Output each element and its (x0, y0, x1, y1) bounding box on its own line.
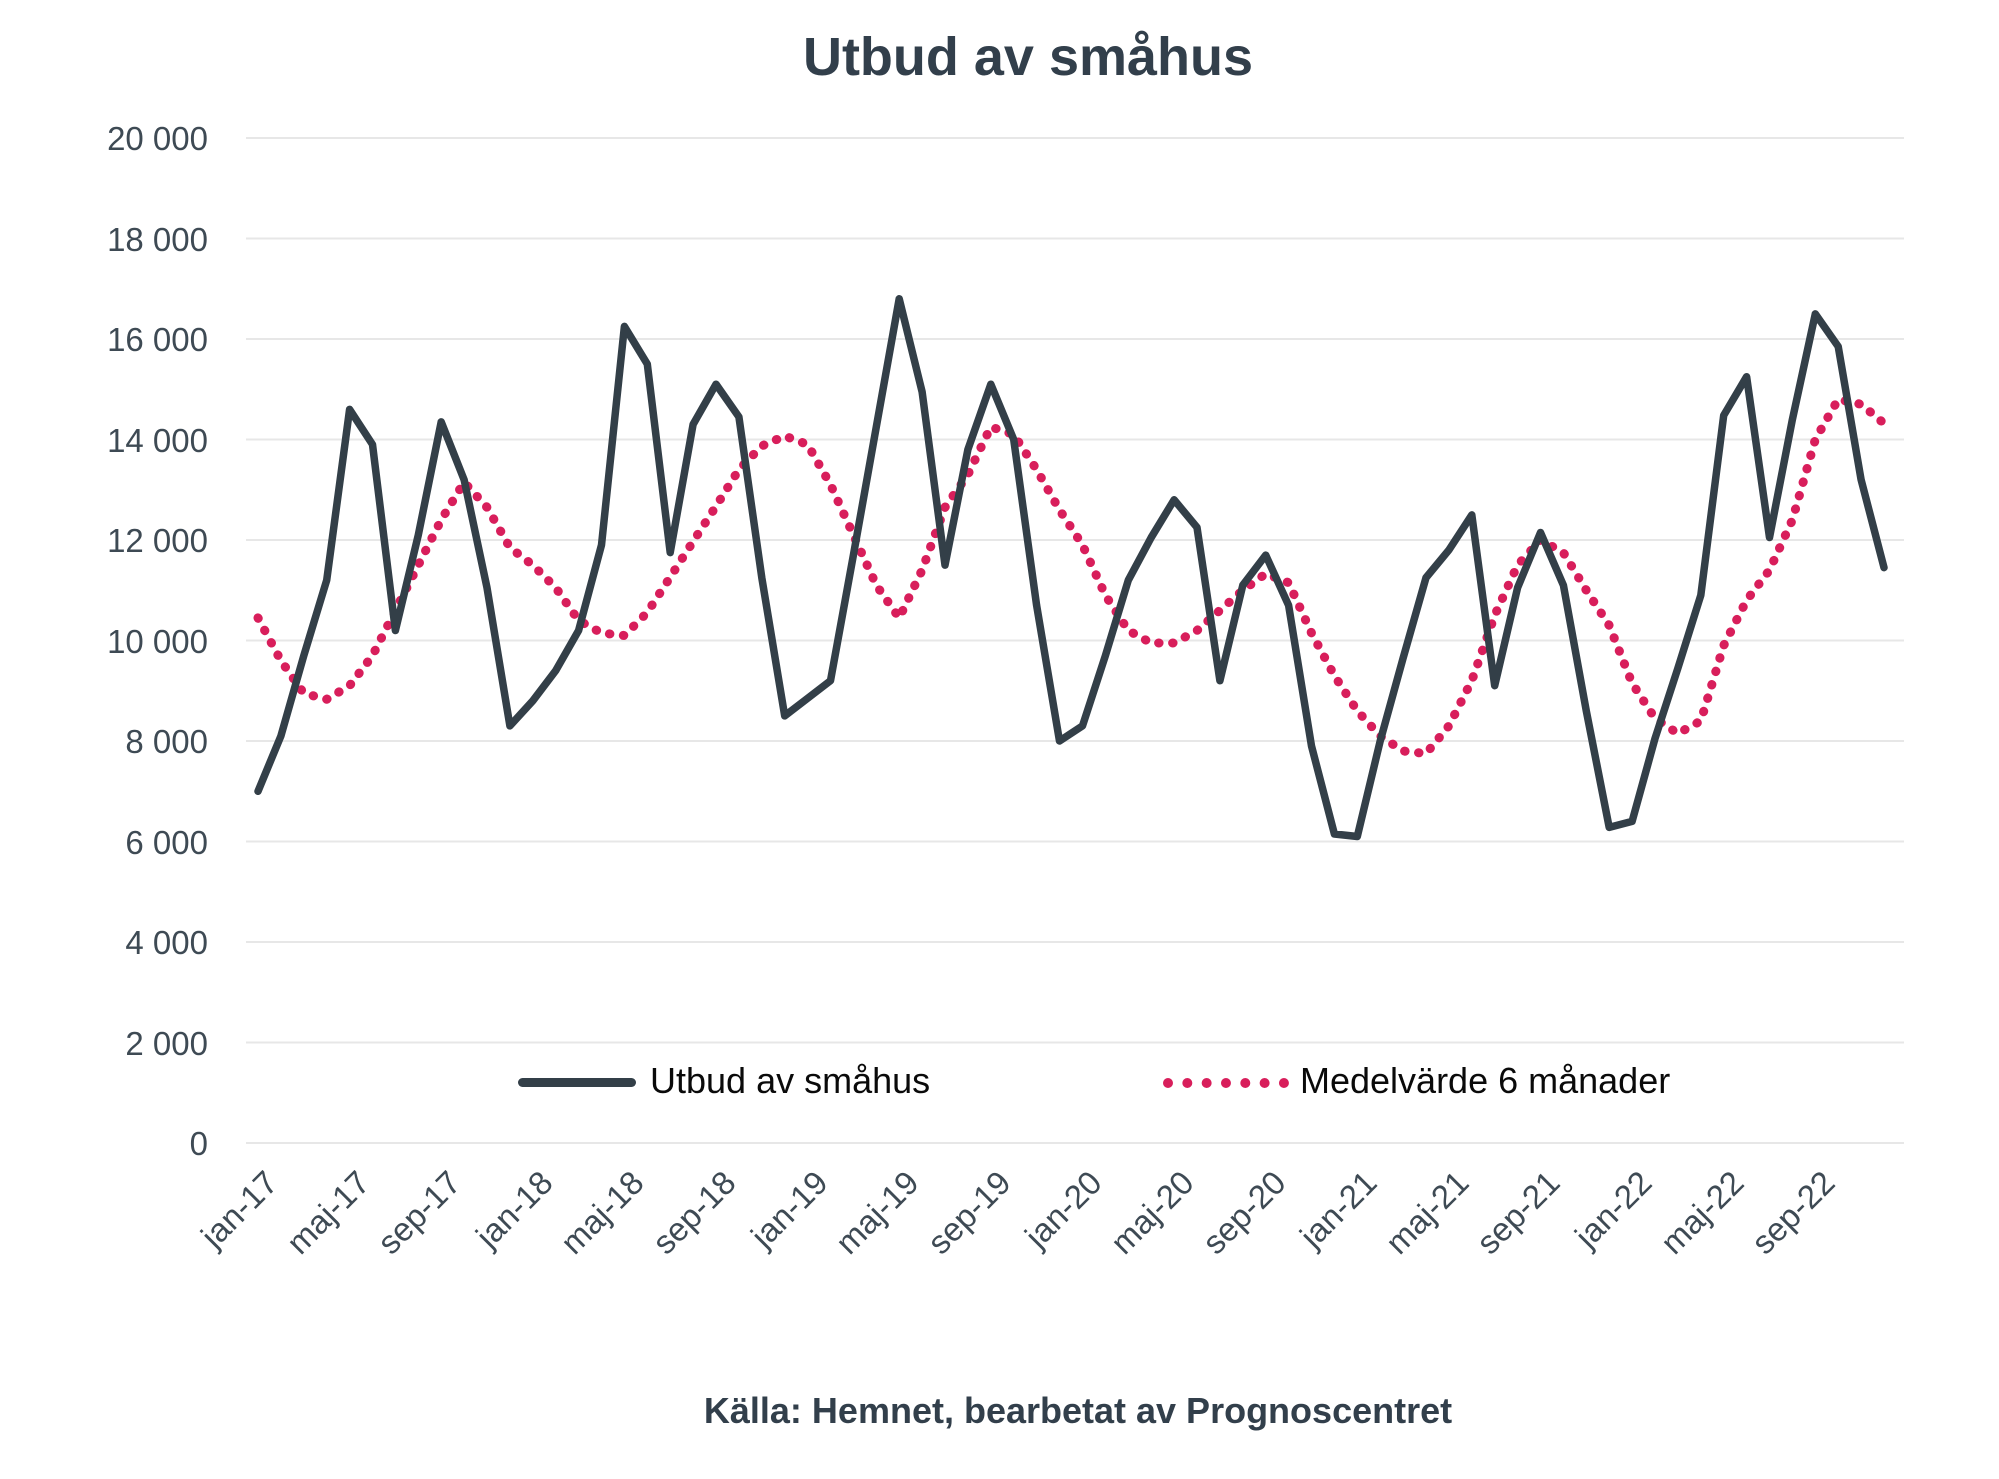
y-tick-label-12000: 12 000 (107, 522, 208, 559)
y-tick-label-14000: 14 000 (107, 421, 208, 459)
y-tick-label-10000: 10 000 (107, 622, 208, 660)
y-tick-label-0: 0 (189, 1125, 208, 1162)
y-tick-label-8000: 8 000 (125, 723, 208, 760)
y-tick-label-4000: 4 000 (125, 924, 208, 961)
y-tick-label-6000: 6 000 (125, 823, 208, 861)
legend-swatch-utbud (518, 1078, 636, 1087)
legend-label-medelvarde: Medelvärde 6 månader (1300, 1060, 1671, 1101)
gridlines (246, 137, 1904, 1144)
y-tick-label-18000: 18 000 (107, 220, 208, 258)
chart-title: Utbud av småhus (802, 27, 1254, 87)
legend-label-utbud: Utbud av småhus (650, 1060, 931, 1101)
legend-swatch-medelvarde (1163, 1078, 1289, 1088)
source-caption: Källa: Hemnet, bearbetat av Prognoscentr… (703, 1390, 1453, 1431)
y-tick-label-16000: 16 000 (107, 321, 208, 358)
y-tick-label-20000: 20 000 (107, 120, 208, 157)
series-medelvarde-line (253, 394, 1889, 759)
y-tick-label-2000: 2 000 (125, 1024, 208, 1062)
series-utbud-line (254, 295, 1888, 841)
